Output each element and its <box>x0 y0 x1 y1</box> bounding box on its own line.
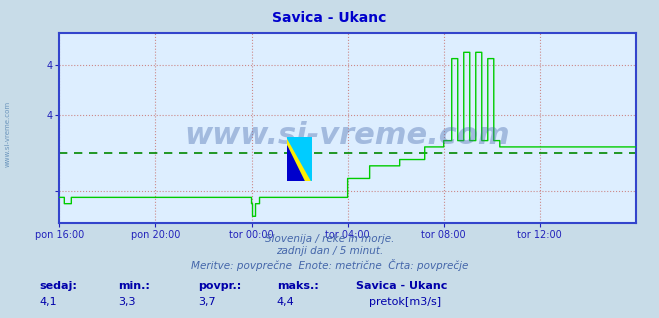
Text: Savica - Ukanc: Savica - Ukanc <box>272 11 387 25</box>
Text: maks.:: maks.: <box>277 281 318 291</box>
Text: povpr.:: povpr.: <box>198 281 241 291</box>
Text: pretok[m3/s]: pretok[m3/s] <box>369 297 441 307</box>
Text: Savica - Ukanc: Savica - Ukanc <box>356 281 447 291</box>
Text: Slovenija / reke in morje.: Slovenija / reke in morje. <box>265 234 394 244</box>
Polygon shape <box>287 146 304 181</box>
Text: 3,3: 3,3 <box>119 297 136 307</box>
Text: 4,1: 4,1 <box>40 297 57 307</box>
Text: 4,4: 4,4 <box>277 297 295 307</box>
Text: sedaj:: sedaj: <box>40 281 77 291</box>
Polygon shape <box>287 137 312 181</box>
Text: zadnji dan / 5 minut.: zadnji dan / 5 minut. <box>276 246 383 256</box>
Text: min.:: min.: <box>119 281 150 291</box>
Text: Meritve: povprečne  Enote: metrične  Črta: povprečje: Meritve: povprečne Enote: metrične Črta:… <box>191 259 468 271</box>
Text: 3,7: 3,7 <box>198 297 215 307</box>
Text: www.si-vreme.com: www.si-vreme.com <box>5 100 11 167</box>
Text: www.si-vreme.com: www.si-vreme.com <box>185 121 511 150</box>
